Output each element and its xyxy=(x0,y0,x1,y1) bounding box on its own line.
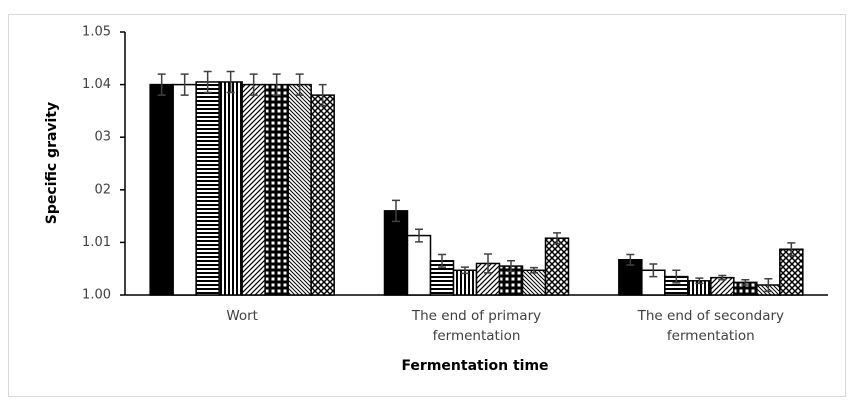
bar xyxy=(310,94,335,296)
bar xyxy=(383,210,409,296)
x-tick-label: Wort xyxy=(226,308,258,324)
y-axis-title: Specific gravity xyxy=(44,102,60,224)
bar xyxy=(544,237,570,296)
error-bar xyxy=(226,70,235,94)
bar xyxy=(149,83,174,296)
bar xyxy=(264,83,289,296)
error-bar xyxy=(530,266,538,274)
error-bar xyxy=(695,277,704,285)
error-bar xyxy=(438,253,446,268)
x-tick-label: The end of primary fermentation xyxy=(411,308,542,344)
error-bar xyxy=(318,83,327,107)
error-bar xyxy=(295,73,304,96)
frame xyxy=(8,14,846,397)
bar xyxy=(406,234,432,296)
error-bar xyxy=(672,269,681,284)
x-axis-title: Fermentation time xyxy=(401,358,548,374)
error-bar xyxy=(249,73,258,96)
error-bar xyxy=(484,253,492,274)
bar xyxy=(172,83,197,296)
y-tick-label: 03 xyxy=(94,130,111,145)
error-bar xyxy=(507,260,515,273)
error-bar xyxy=(649,263,658,278)
bar xyxy=(218,81,243,296)
error-bar xyxy=(461,266,469,275)
error-bar xyxy=(272,73,281,96)
error-bar xyxy=(203,70,212,94)
error-bar xyxy=(157,73,166,96)
error-bar xyxy=(392,199,400,223)
error-bar xyxy=(180,73,189,96)
y-tick-label: 02 xyxy=(94,182,111,197)
bar xyxy=(241,83,266,296)
bar xyxy=(195,81,220,296)
y-tick-label: 1.01 xyxy=(82,235,111,250)
error-bar xyxy=(626,253,635,266)
error-bar xyxy=(741,278,750,286)
y-tick-label: 1.05 xyxy=(82,25,111,40)
bar xyxy=(287,83,312,296)
x-tick-label: The end of secondary fermentation xyxy=(637,308,785,344)
error-bar xyxy=(553,232,561,245)
bar xyxy=(521,269,547,296)
y-tick-label: 1.00 xyxy=(82,288,111,303)
error-bar xyxy=(415,228,423,243)
y-tick-label: 1.04 xyxy=(82,77,111,92)
error-bar xyxy=(787,242,796,257)
error-bar xyxy=(764,277,773,293)
error-bar xyxy=(718,274,727,281)
